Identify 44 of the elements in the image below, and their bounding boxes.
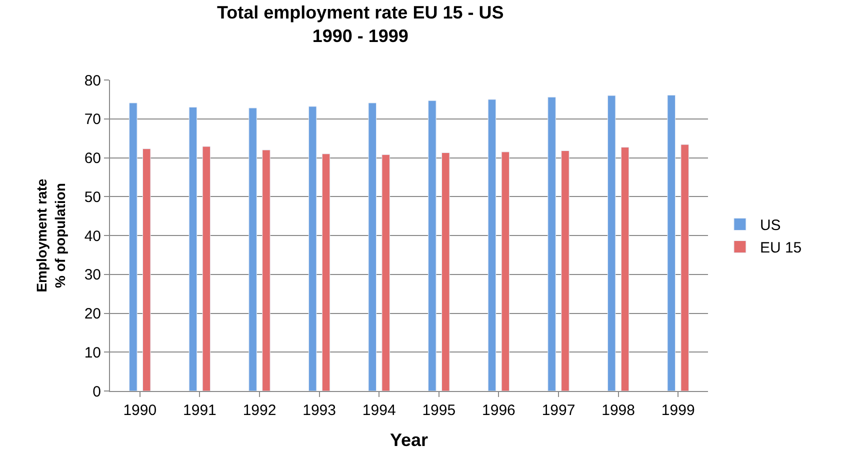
bar [607, 95, 616, 391]
bar [620, 147, 630, 391]
bar [680, 144, 689, 391]
x-tick-label: 1995 [422, 402, 456, 419]
bar [488, 99, 496, 391]
bar [142, 148, 151, 391]
y-tick-label: 50 [84, 188, 101, 206]
x-tick-label: 1997 [542, 402, 576, 419]
bar [667, 94, 676, 391]
y-tick-label: 30 [84, 266, 101, 284]
y-tick-label: 40 [84, 228, 101, 245]
legend-label: EU 15 [760, 240, 802, 257]
x-tick-label: 1990 [123, 402, 157, 419]
bar [382, 154, 390, 391]
legend-label: US [760, 217, 781, 234]
bar [501, 152, 510, 391]
y-tick-label: 80 [84, 72, 101, 90]
x-axis-title: Year [390, 430, 428, 450]
y-tick-label: 20 [84, 306, 101, 322]
bar [129, 102, 138, 391]
x-tick-label: 1999 [661, 402, 695, 419]
bar [561, 150, 570, 391]
bar [188, 106, 198, 391]
x-tick-label: 1991 [183, 402, 216, 419]
bar [368, 102, 377, 391]
bar [262, 150, 270, 391]
y-tick-label: 70 [84, 111, 101, 128]
x-tick-label: 1994 [362, 402, 396, 419]
x-tick-label: 1998 [602, 402, 635, 419]
y-tick-label: 0 [92, 383, 101, 400]
x-tick-label: 1993 [302, 402, 336, 419]
y-axis-title: Employment rate % of population [34, 178, 68, 292]
y-tick-label: 10 [84, 344, 101, 362]
bar [441, 152, 450, 391]
bar [548, 96, 556, 391]
bar [248, 108, 257, 391]
y-tick-label: 60 [84, 150, 101, 167]
bar [202, 146, 211, 391]
chart-title: Total employment rate EU 15 - US 1990 - 1999 [216, 2, 504, 46]
bar [428, 100, 436, 391]
bar [308, 106, 317, 391]
bar [322, 154, 330, 391]
x-tick-label: 1996 [482, 402, 516, 419]
x-tick-label: 1992 [242, 402, 276, 419]
